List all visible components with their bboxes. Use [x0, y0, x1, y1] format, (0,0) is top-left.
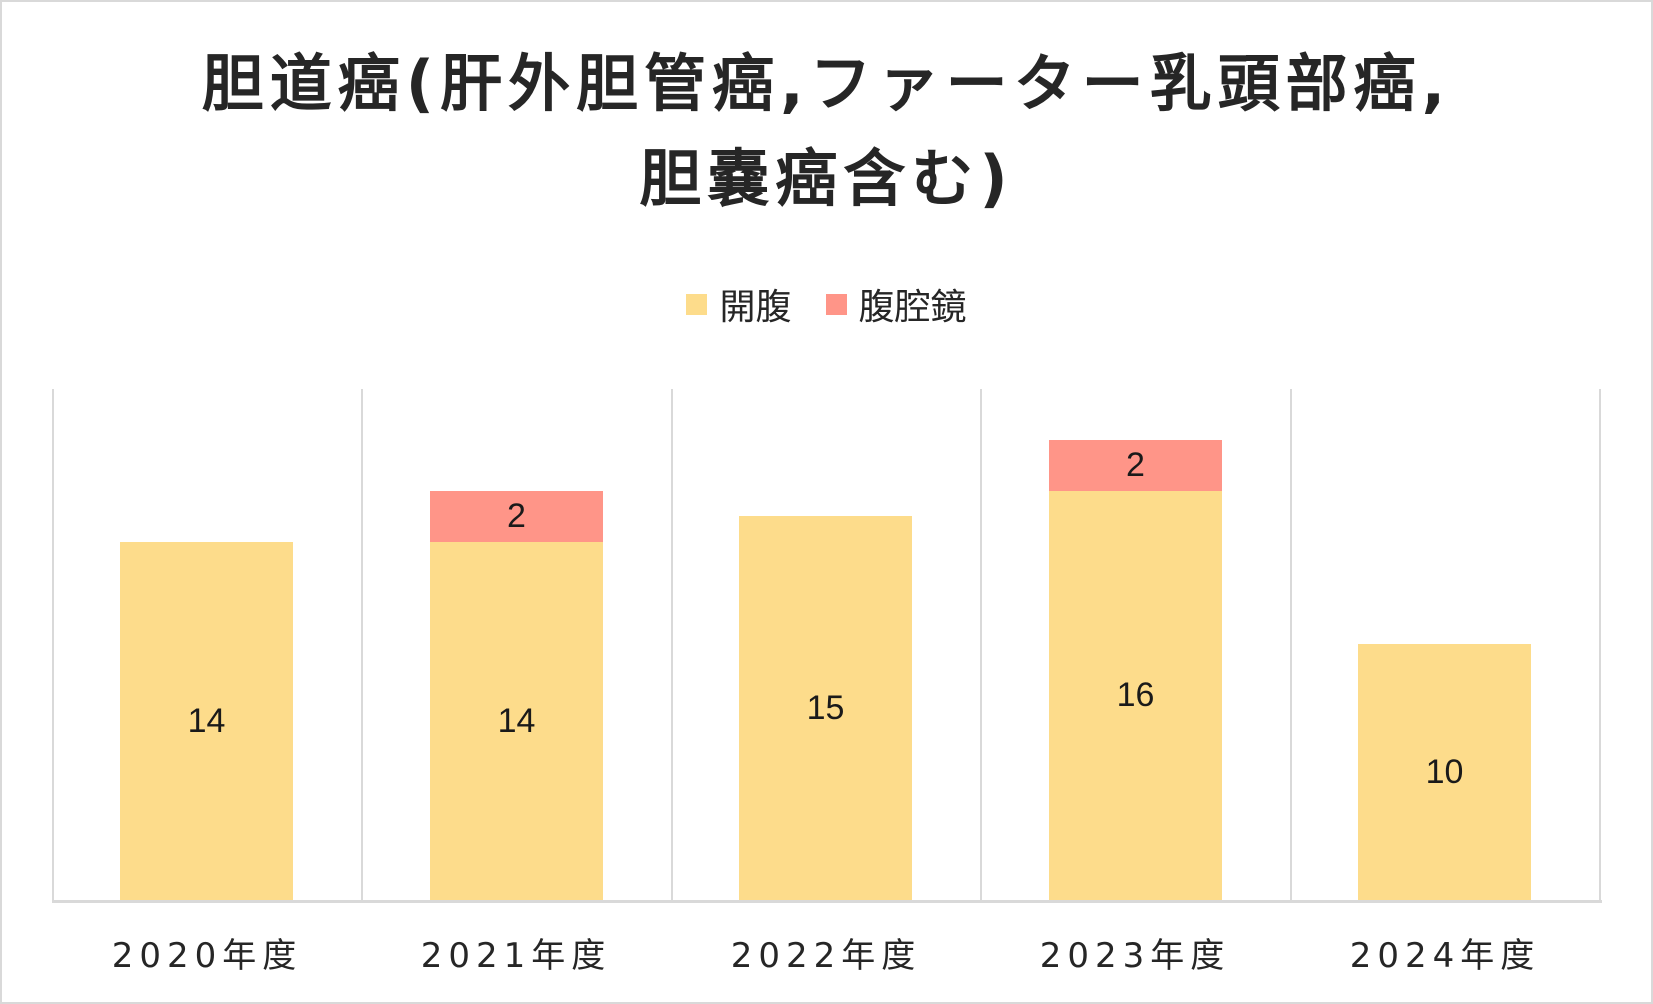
x-label-2024: 2024年度: [1349, 936, 1541, 976]
x-label-2022: 2022年度: [730, 936, 922, 976]
legend-swatch-laparoscopic-icon: [825, 293, 847, 315]
gridline: [1290, 389, 1292, 901]
bar-open-2024[interactable]: 10: [1358, 644, 1531, 900]
gridline: [361, 389, 363, 901]
x-label-2021: 2021年度: [420, 936, 612, 976]
legend-label-open: 開腹: [719, 287, 792, 328]
legend-swatch-open-icon: [686, 293, 708, 315]
bar-open-2022[interactable]: 15: [739, 516, 912, 900]
chart-title-line1: 胆道癌(肝外胆管癌,ファーター乳頭部癌,: [201, 47, 1452, 120]
legend-label-laparoscopic: 腹腔鏡: [858, 287, 967, 328]
legend: 開腹 腹腔鏡: [0, 278, 1653, 330]
bar-open-2023[interactable]: 16: [1049, 491, 1222, 900]
gridline: [52, 389, 54, 901]
legend-item-laparoscopic[interactable]: 腹腔鏡: [825, 278, 967, 330]
x-axis-line: [52, 900, 1602, 903]
legend-item-open[interactable]: 開腹: [686, 278, 792, 330]
gridline: [1599, 389, 1601, 901]
plot-area: 14 14 2 15 16 2 10: [52, 389, 1602, 903]
bar-laparoscopic-2023[interactable]: 2: [1049, 440, 1222, 491]
x-label-2020: 2020年度: [111, 936, 303, 976]
chart-title-line2: 胆嚢癌含む): [639, 142, 1014, 215]
bar-open-2020[interactable]: 14: [120, 542, 293, 900]
bar-laparoscopic-2021[interactable]: 2: [430, 491, 603, 542]
gridline: [980, 389, 982, 901]
bar-open-2021[interactable]: 14: [430, 542, 603, 900]
gridline: [671, 389, 673, 901]
x-label-2023: 2023年度: [1039, 936, 1231, 976]
